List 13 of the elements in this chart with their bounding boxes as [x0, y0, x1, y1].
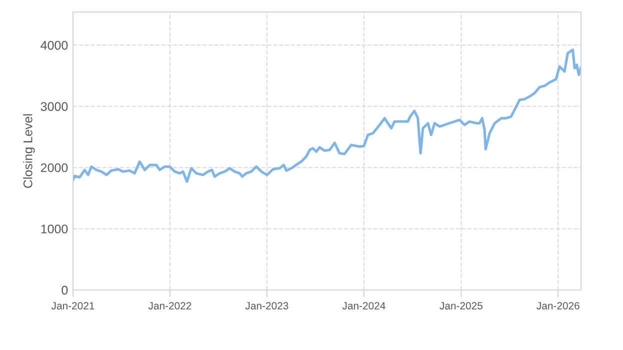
y-axis-title: Closing Level	[23, 114, 35, 188]
x-tick-label: Jan-2021	[51, 302, 94, 310]
x-tick-label: Jan-2023	[245, 302, 288, 310]
x-tick-label: Jan-2024	[342, 302, 386, 310]
y-tick-label: 4000	[40, 40, 68, 50]
y-tick-label: 1000	[41, 224, 68, 234]
x-tick-label: Jan-2025	[440, 302, 482, 310]
y-tick-label: 3000	[40, 102, 68, 111]
y-tick-label: 0	[62, 286, 68, 295]
x-tick-label: Jan-2022	[148, 302, 192, 310]
line-series	[73, 48, 581, 183]
y-tick-label: 2000	[40, 163, 68, 172]
x-tick-label: Jan-2026	[536, 302, 580, 310]
